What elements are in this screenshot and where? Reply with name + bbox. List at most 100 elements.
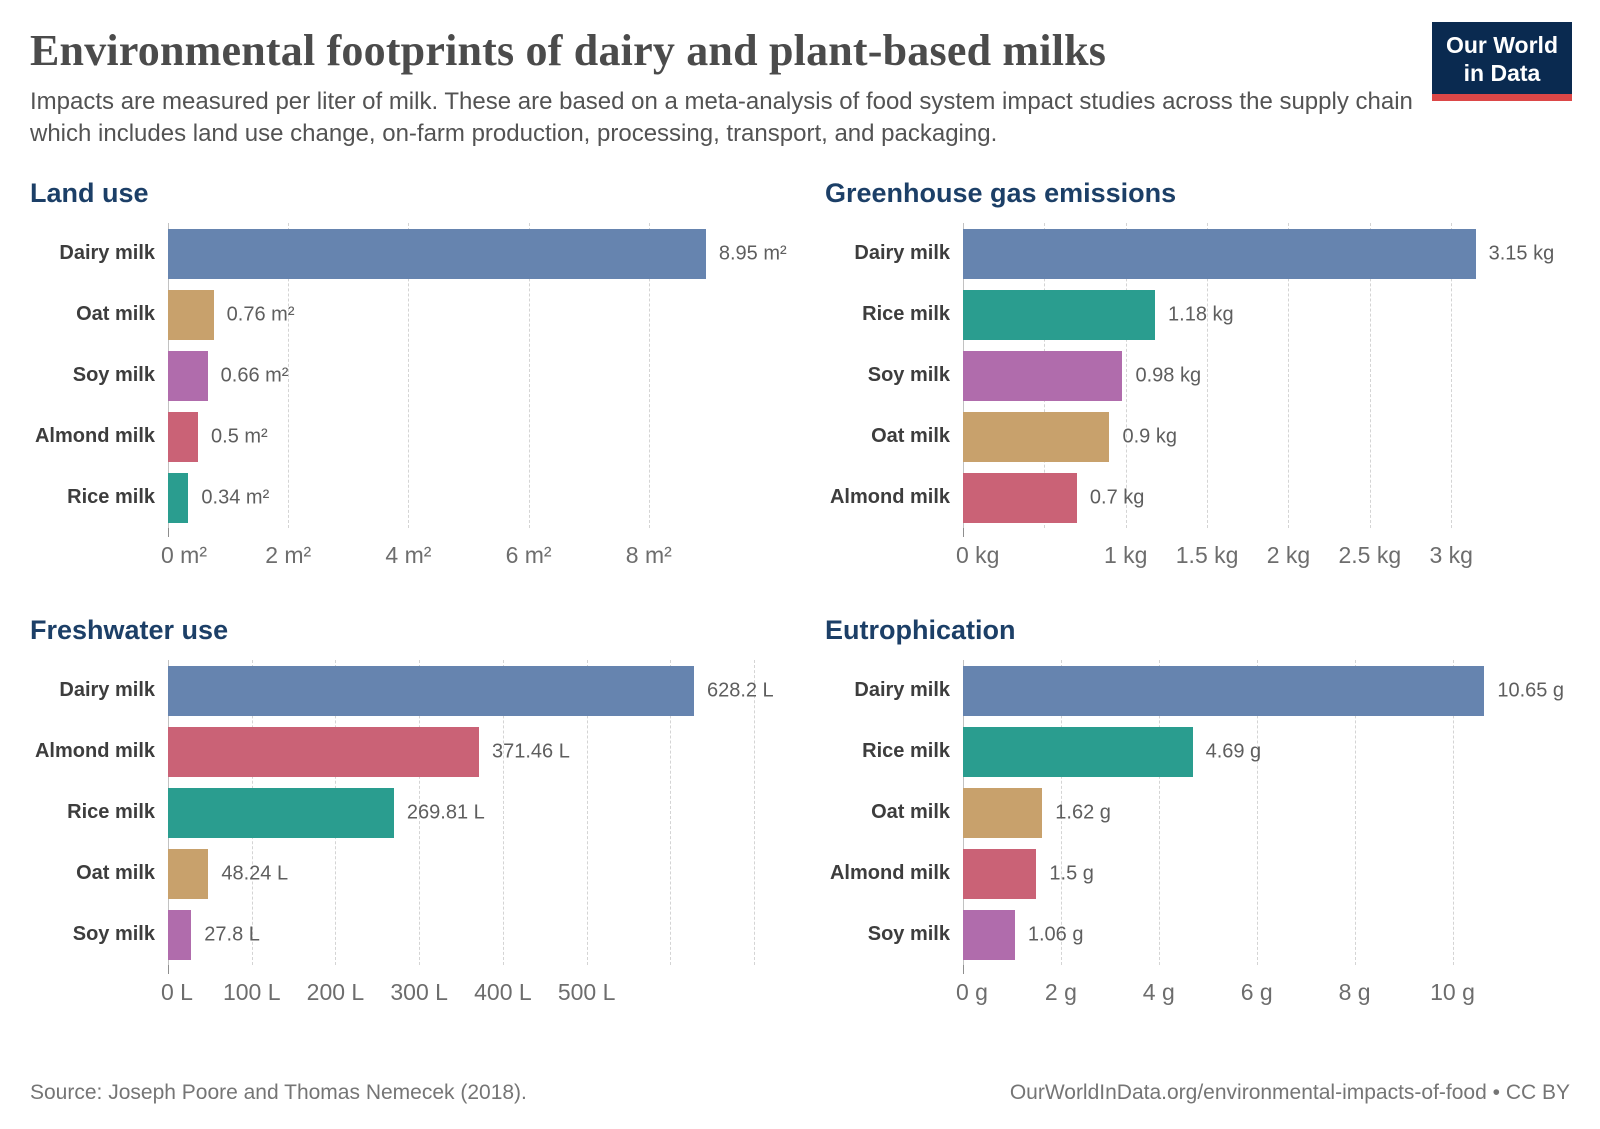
gridline [754,660,756,966]
category-label-dairy-milk: Dairy milk [59,242,155,265]
bar-rice-milk [963,289,1156,340]
value-label-dairy-milk: 10.65 g [1497,679,1565,702]
category-label-almond-milk: Almond milk [34,740,155,763]
gridline [288,223,290,529]
value-label-soy-milk: 0.98 kg [1135,364,1202,387]
bar-row-rice-milk: Rice milk 0.34 m² [30,467,775,528]
bar-row-soy-milk: Soy milk 1.06 g [825,904,1570,965]
bar-track: 371.46 L [168,726,775,777]
x-tick-label: 4 m² [385,542,432,569]
bar-track: 0.98 kg [963,350,1570,401]
bar-soy-milk [963,909,1015,960]
chart-land-use: Land use Dairy milk 8.95 m² Oat milk 0.76 m… [30,177,787,574]
x-axis-track: 0 L 100 L 200 L 300 L 400 L 500 L [161,965,775,1011]
category-label-almond-milk: Almond milk [829,862,950,885]
x-tick-label: 10 g [1430,979,1475,1006]
x-tick-label: 6 m² [505,542,552,569]
x-tick-label: 200 L [306,979,365,1006]
source-note: Source: Joseph Poore and Thomas Nemecek … [30,1081,527,1104]
category-label-rice-milk: Rice milk [67,801,155,824]
bar-row-soy-milk: Soy milk 0.98 kg [825,345,1570,406]
bar-row-rice-milk: Rice milk 4.69 g [825,721,1570,782]
gridline [1451,223,1453,529]
bar-track: 27.8 L [168,909,775,960]
bar-rice-milk [963,726,1193,777]
bar-row-dairy-milk: Dairy milk 628.2 L [30,660,775,721]
zero-tick-mark [168,965,169,975]
value-label-oat-milk: 0.76 m² [226,303,295,326]
logo-line-2: in Data [1463,60,1541,87]
category-label-oat-milk: Oat milk [871,425,950,448]
gridline [1288,223,1290,529]
x-tick-label: 500 L [557,979,616,1006]
value-label-dairy-milk: 628.2 L [706,679,774,702]
x-tick-label: 100 L [222,979,281,1006]
gridline [1060,660,1062,966]
x-tick-label: 2.5 kg [1338,542,1402,569]
category-label-soy-milk: Soy milk [867,923,950,946]
category-label-rice-milk: Rice milk [67,486,155,509]
bar-row-almond-milk: Almond milk 0.5 m² [30,406,775,467]
x-tick-label: 300 L [390,979,448,1006]
zero-tick-mark [168,528,169,538]
category-label-soy-milk: Soy milk [72,364,155,387]
bar-row-almond-milk: Almond milk 0.7 kg [825,467,1570,528]
category-label-soy-milk: Soy milk [867,364,950,387]
gridline [528,223,530,529]
bar-oat-milk [963,787,1043,838]
bar-dairy-milk [168,228,706,279]
value-label-oat-milk: 0.9 kg [1122,425,1177,448]
x-axis-track: 0 kg 1 kg 1.5 kg 2 kg 2.5 kg 3 kg [956,528,1570,574]
chart-title-land-use: Land use [30,178,149,209]
bar-soy-milk [168,350,208,401]
gridline [1158,660,1160,966]
value-label-rice-milk: 269.81 L [406,801,485,824]
bar-track: 1.06 g [963,909,1570,960]
x-tick-label: 6 g [1240,979,1273,1006]
bar-oat-milk [168,848,209,899]
gridline [1369,223,1371,529]
value-label-almond-milk: 0.5 m² [211,425,268,448]
bar-row-almond-milk: Almond milk 371.46 L [30,721,775,782]
value-label-soy-milk: 0.66 m² [220,364,289,387]
bar-row-oat-milk: Oat milk 0.9 kg [825,406,1570,467]
bar-track: 1.5 g [963,848,1570,899]
value-label-almond-milk: 1.5 g [1049,862,1094,885]
x-tick-label: 3 kg [1429,542,1473,569]
bar-dairy-milk [963,228,1476,279]
bar-track: 8.95 m² [168,228,787,279]
x-tick-label: 0 m² [161,542,207,569]
x-tick-label: 4 g [1142,979,1175,1006]
gridline [1256,660,1258,966]
bar-soy-milk [963,350,1123,401]
bar-row-soy-milk: Soy milk 27.8 L [30,904,775,965]
gridline [419,660,421,966]
gridline [1207,223,1209,529]
charts-grid: Land use Dairy milk 8.95 m² Oat milk 0.76 m… [30,177,1570,1011]
x-tick-label: 2 kg [1266,542,1311,569]
x-axis-track: 0 m² 2 m² 4 m² 6 m² 8 m² [161,528,775,574]
value-label-soy-milk: 1.06 g [1027,923,1084,946]
bar-row-oat-milk: Oat milk 1.62 g [825,782,1570,843]
chart-plot-eutrophication: Dairy milk 10.65 g Rice milk 4.69 g Oat milk… [825,660,1570,1011]
chart-title-greenhouse-gas-emissions: Greenhouse gas emissions [825,178,1177,209]
value-label-dairy-milk: 3.15 kg [1488,242,1555,265]
gridline [670,660,672,966]
bar-track: 628.2 L [168,665,775,716]
x-axis: 0 kg 1 kg 1.5 kg 2 kg 2.5 kg 3 kg [825,528,1570,574]
bar-soy-milk [168,909,192,960]
x-tick-label: 0 L [161,979,193,1006]
value-label-almond-milk: 371.46 L [492,740,570,763]
gridline [1452,660,1454,966]
our-world-in-data-logo: Our World in Data [1431,22,1572,102]
x-axis-track: 0 g 2 g 4 g 6 g 8 g 10 g [956,965,1570,1011]
bar-almond-milk [963,848,1037,899]
category-label-oat-milk: Oat milk [76,303,155,326]
x-tick-label: 0 kg [956,542,1000,569]
bar-row-soy-milk: Soy milk 0.66 m² [30,345,775,406]
bar-track: 1.18 kg [963,289,1570,340]
value-label-rice-milk: 0.34 m² [201,486,270,509]
category-label-rice-milk: Rice milk [862,303,950,326]
chart-greenhouse-gas-emissions: Greenhouse gas emissions Dairy milk 3.15 … [825,177,1570,574]
page-title: Environmental footprints of dairy and pl… [30,26,1107,75]
